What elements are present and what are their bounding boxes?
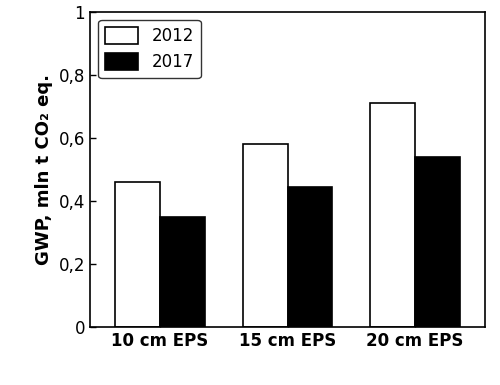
Bar [288, 187, 332, 327]
Bar [160, 217, 204, 327]
Legend: 2012, 2017: 2012, 2017 [98, 20, 200, 78]
Bar [370, 103, 415, 327]
Bar [116, 182, 160, 327]
Bar [415, 157, 460, 327]
Bar [243, 144, 288, 327]
Y-axis label: GWP, mln t CO₂ eq.: GWP, mln t CO₂ eq. [35, 74, 53, 265]
